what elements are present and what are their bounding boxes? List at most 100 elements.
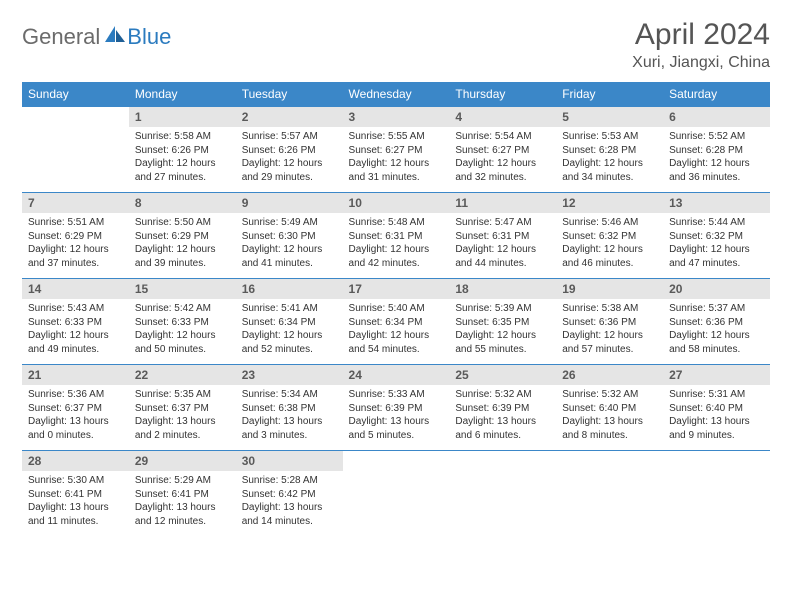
weekday-header: Sunday — [22, 82, 129, 107]
day-number: 30 — [236, 451, 343, 471]
day-number: 7 — [22, 193, 129, 213]
day-details: Sunrise: 5:34 AMSunset: 6:38 PMDaylight:… — [236, 385, 343, 448]
day-details: Sunrise: 5:44 AMSunset: 6:32 PMDaylight:… — [663, 213, 770, 276]
calendar-cell — [449, 451, 556, 537]
day-details: Sunrise: 5:29 AMSunset: 6:41 PMDaylight:… — [129, 471, 236, 534]
day-details: Sunrise: 5:35 AMSunset: 6:37 PMDaylight:… — [129, 385, 236, 448]
day-details: Sunrise: 5:50 AMSunset: 6:29 PMDaylight:… — [129, 213, 236, 276]
day-number: 17 — [343, 279, 450, 299]
calendar-cell — [22, 107, 129, 193]
calendar-cell: 13Sunrise: 5:44 AMSunset: 6:32 PMDayligh… — [663, 193, 770, 279]
day-number: 29 — [129, 451, 236, 471]
logo-text-blue: Blue — [127, 24, 171, 50]
calendar-cell — [343, 451, 450, 537]
calendar-cell: 9Sunrise: 5:49 AMSunset: 6:30 PMDaylight… — [236, 193, 343, 279]
day-number: 8 — [129, 193, 236, 213]
day-details: Sunrise: 5:37 AMSunset: 6:36 PMDaylight:… — [663, 299, 770, 362]
day-number: 18 — [449, 279, 556, 299]
calendar-cell: 12Sunrise: 5:46 AMSunset: 6:32 PMDayligh… — [556, 193, 663, 279]
day-number: 5 — [556, 107, 663, 127]
day-details: Sunrise: 5:46 AMSunset: 6:32 PMDaylight:… — [556, 213, 663, 276]
day-details: Sunrise: 5:42 AMSunset: 6:33 PMDaylight:… — [129, 299, 236, 362]
weekday-header: Tuesday — [236, 82, 343, 107]
day-details: Sunrise: 5:43 AMSunset: 6:33 PMDaylight:… — [22, 299, 129, 362]
day-number: 11 — [449, 193, 556, 213]
day-number: 28 — [22, 451, 129, 471]
calendar-cell: 17Sunrise: 5:40 AMSunset: 6:34 PMDayligh… — [343, 279, 450, 365]
day-number: 2 — [236, 107, 343, 127]
calendar-cell: 15Sunrise: 5:42 AMSunset: 6:33 PMDayligh… — [129, 279, 236, 365]
day-details: Sunrise: 5:58 AMSunset: 6:26 PMDaylight:… — [129, 127, 236, 190]
calendar-body: 1Sunrise: 5:58 AMSunset: 6:26 PMDaylight… — [22, 107, 770, 537]
calendar-cell: 18Sunrise: 5:39 AMSunset: 6:35 PMDayligh… — [449, 279, 556, 365]
weekday-header: Monday — [129, 82, 236, 107]
day-details: Sunrise: 5:32 AMSunset: 6:39 PMDaylight:… — [449, 385, 556, 448]
weekday-header: Wednesday — [343, 82, 450, 107]
day-details: Sunrise: 5:30 AMSunset: 6:41 PMDaylight:… — [22, 471, 129, 534]
calendar-cell: 8Sunrise: 5:50 AMSunset: 6:29 PMDaylight… — [129, 193, 236, 279]
calendar-row: 7Sunrise: 5:51 AMSunset: 6:29 PMDaylight… — [22, 193, 770, 279]
day-details: Sunrise: 5:41 AMSunset: 6:34 PMDaylight:… — [236, 299, 343, 362]
day-number: 13 — [663, 193, 770, 213]
day-number: 15 — [129, 279, 236, 299]
calendar-cell: 19Sunrise: 5:38 AMSunset: 6:36 PMDayligh… — [556, 279, 663, 365]
calendar-cell: 29Sunrise: 5:29 AMSunset: 6:41 PMDayligh… — [129, 451, 236, 537]
calendar-cell: 25Sunrise: 5:32 AMSunset: 6:39 PMDayligh… — [449, 365, 556, 451]
day-details: Sunrise: 5:28 AMSunset: 6:42 PMDaylight:… — [236, 471, 343, 534]
day-number: 27 — [663, 365, 770, 385]
day-details: Sunrise: 5:38 AMSunset: 6:36 PMDaylight:… — [556, 299, 663, 362]
calendar-cell: 2Sunrise: 5:57 AMSunset: 6:26 PMDaylight… — [236, 107, 343, 193]
day-details: Sunrise: 5:49 AMSunset: 6:30 PMDaylight:… — [236, 213, 343, 276]
calendar-row: 14Sunrise: 5:43 AMSunset: 6:33 PMDayligh… — [22, 279, 770, 365]
calendar-cell: 3Sunrise: 5:55 AMSunset: 6:27 PMDaylight… — [343, 107, 450, 193]
calendar-cell: 26Sunrise: 5:32 AMSunset: 6:40 PMDayligh… — [556, 365, 663, 451]
calendar-cell: 27Sunrise: 5:31 AMSunset: 6:40 PMDayligh… — [663, 365, 770, 451]
weekday-header: Saturday — [663, 82, 770, 107]
day-details: Sunrise: 5:36 AMSunset: 6:37 PMDaylight:… — [22, 385, 129, 448]
calendar-row: 21Sunrise: 5:36 AMSunset: 6:37 PMDayligh… — [22, 365, 770, 451]
logo-sail-icon — [105, 26, 127, 49]
calendar-cell: 30Sunrise: 5:28 AMSunset: 6:42 PMDayligh… — [236, 451, 343, 537]
day-details: Sunrise: 5:39 AMSunset: 6:35 PMDaylight:… — [449, 299, 556, 362]
day-details: Sunrise: 5:31 AMSunset: 6:40 PMDaylight:… — [663, 385, 770, 448]
calendar-row: 28Sunrise: 5:30 AMSunset: 6:41 PMDayligh… — [22, 451, 770, 537]
day-details: Sunrise: 5:51 AMSunset: 6:29 PMDaylight:… — [22, 213, 129, 276]
day-number: 12 — [556, 193, 663, 213]
calendar-cell: 20Sunrise: 5:37 AMSunset: 6:36 PMDayligh… — [663, 279, 770, 365]
day-number: 6 — [663, 107, 770, 127]
logo-text-general: General — [22, 24, 100, 50]
header: General Blue April 2024 Xuri, Jiangxi, C… — [22, 18, 770, 72]
location: Xuri, Jiangxi, China — [632, 54, 770, 72]
calendar-cell: 6Sunrise: 5:52 AMSunset: 6:28 PMDaylight… — [663, 107, 770, 193]
calendar-cell: 24Sunrise: 5:33 AMSunset: 6:39 PMDayligh… — [343, 365, 450, 451]
calendar-cell: 7Sunrise: 5:51 AMSunset: 6:29 PMDaylight… — [22, 193, 129, 279]
weekday-header-row: Sunday Monday Tuesday Wednesday Thursday… — [22, 82, 770, 107]
day-details: Sunrise: 5:53 AMSunset: 6:28 PMDaylight:… — [556, 127, 663, 190]
day-number: 23 — [236, 365, 343, 385]
calendar-cell: 4Sunrise: 5:54 AMSunset: 6:27 PMDaylight… — [449, 107, 556, 193]
title-block: April 2024 Xuri, Jiangxi, China — [632, 18, 770, 72]
day-number: 9 — [236, 193, 343, 213]
weekday-header: Friday — [556, 82, 663, 107]
day-details: Sunrise: 5:48 AMSunset: 6:31 PMDaylight:… — [343, 213, 450, 276]
calendar-cell: 5Sunrise: 5:53 AMSunset: 6:28 PMDaylight… — [556, 107, 663, 193]
calendar-cell — [663, 451, 770, 537]
calendar-cell: 22Sunrise: 5:35 AMSunset: 6:37 PMDayligh… — [129, 365, 236, 451]
day-details: Sunrise: 5:52 AMSunset: 6:28 PMDaylight:… — [663, 127, 770, 190]
calendar-cell: 16Sunrise: 5:41 AMSunset: 6:34 PMDayligh… — [236, 279, 343, 365]
weekday-header: Thursday — [449, 82, 556, 107]
day-details: Sunrise: 5:40 AMSunset: 6:34 PMDaylight:… — [343, 299, 450, 362]
day-number: 16 — [236, 279, 343, 299]
day-details: Sunrise: 5:33 AMSunset: 6:39 PMDaylight:… — [343, 385, 450, 448]
day-number: 3 — [343, 107, 450, 127]
day-number: 19 — [556, 279, 663, 299]
calendar-cell: 11Sunrise: 5:47 AMSunset: 6:31 PMDayligh… — [449, 193, 556, 279]
day-number: 26 — [556, 365, 663, 385]
calendar-cell: 28Sunrise: 5:30 AMSunset: 6:41 PMDayligh… — [22, 451, 129, 537]
calendar-cell: 23Sunrise: 5:34 AMSunset: 6:38 PMDayligh… — [236, 365, 343, 451]
day-number: 20 — [663, 279, 770, 299]
day-details: Sunrise: 5:57 AMSunset: 6:26 PMDaylight:… — [236, 127, 343, 190]
day-number: 25 — [449, 365, 556, 385]
day-number: 14 — [22, 279, 129, 299]
logo: General Blue — [22, 24, 171, 50]
